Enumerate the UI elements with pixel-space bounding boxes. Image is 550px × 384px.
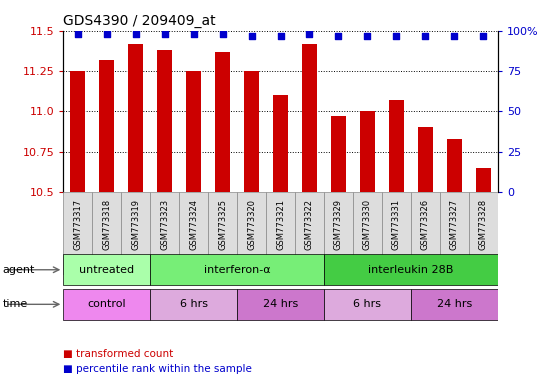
Bar bbox=[389, 100, 404, 192]
Text: GSM773324: GSM773324 bbox=[189, 199, 198, 250]
Bar bbox=[208, 192, 237, 275]
Bar bbox=[215, 52, 230, 192]
Text: GSM773330: GSM773330 bbox=[363, 199, 372, 250]
Bar bbox=[157, 50, 172, 192]
Text: GSM773325: GSM773325 bbox=[218, 199, 227, 250]
Bar bbox=[70, 71, 85, 192]
Text: time: time bbox=[3, 299, 28, 310]
Text: 6 hrs: 6 hrs bbox=[354, 299, 381, 310]
Bar bbox=[324, 254, 498, 285]
Text: 6 hrs: 6 hrs bbox=[180, 299, 207, 310]
Point bbox=[305, 31, 314, 37]
Text: GSM773323: GSM773323 bbox=[160, 199, 169, 250]
Bar bbox=[353, 192, 382, 275]
Bar bbox=[63, 289, 150, 320]
Text: GSM773317: GSM773317 bbox=[73, 199, 82, 250]
Text: GSM773322: GSM773322 bbox=[305, 199, 314, 250]
Bar bbox=[273, 95, 288, 192]
Point bbox=[392, 33, 401, 39]
Text: ■ transformed count: ■ transformed count bbox=[63, 349, 173, 359]
Text: GSM773327: GSM773327 bbox=[450, 199, 459, 250]
Bar bbox=[100, 60, 114, 192]
Point bbox=[189, 31, 198, 37]
Bar bbox=[382, 192, 411, 275]
Text: GSM773328: GSM773328 bbox=[478, 199, 488, 250]
Bar bbox=[476, 168, 491, 192]
Bar bbox=[179, 192, 208, 275]
Point bbox=[421, 33, 430, 39]
Bar bbox=[302, 44, 317, 192]
Bar bbox=[295, 192, 324, 275]
Bar bbox=[150, 192, 179, 275]
Text: GSM773321: GSM773321 bbox=[276, 199, 285, 250]
Text: interferon-α: interferon-α bbox=[204, 265, 271, 275]
Text: ■ percentile rank within the sample: ■ percentile rank within the sample bbox=[63, 364, 252, 374]
Bar bbox=[244, 71, 259, 192]
Bar bbox=[469, 192, 498, 275]
Text: 24 hrs: 24 hrs bbox=[437, 299, 472, 310]
Text: 24 hrs: 24 hrs bbox=[263, 299, 298, 310]
Text: GSM773329: GSM773329 bbox=[334, 199, 343, 250]
Bar bbox=[266, 192, 295, 275]
Bar bbox=[411, 289, 498, 320]
Bar bbox=[331, 116, 346, 192]
Bar bbox=[418, 127, 432, 192]
Bar bbox=[150, 254, 324, 285]
Point bbox=[479, 33, 488, 39]
Bar bbox=[324, 289, 411, 320]
Text: GSM773319: GSM773319 bbox=[131, 199, 140, 250]
Bar bbox=[360, 111, 375, 192]
Bar bbox=[324, 192, 353, 275]
Bar bbox=[440, 192, 469, 275]
Text: GSM773318: GSM773318 bbox=[102, 199, 111, 250]
Bar bbox=[237, 289, 324, 320]
Point bbox=[363, 33, 372, 39]
Text: control: control bbox=[87, 299, 126, 310]
Text: interleukin 28B: interleukin 28B bbox=[368, 265, 454, 275]
Bar bbox=[129, 44, 143, 192]
Point bbox=[131, 31, 140, 37]
Text: GDS4390 / 209409_at: GDS4390 / 209409_at bbox=[63, 14, 216, 28]
Point bbox=[160, 31, 169, 37]
Point bbox=[102, 31, 111, 37]
Bar bbox=[121, 192, 150, 275]
Bar bbox=[63, 254, 150, 285]
Bar bbox=[411, 192, 440, 275]
Point bbox=[218, 31, 227, 37]
Text: GSM773326: GSM773326 bbox=[421, 199, 430, 250]
Bar bbox=[150, 289, 237, 320]
Bar bbox=[92, 192, 121, 275]
Point bbox=[450, 33, 459, 39]
Text: GSM773331: GSM773331 bbox=[392, 199, 401, 250]
Point bbox=[247, 33, 256, 39]
Point bbox=[73, 31, 82, 37]
Bar bbox=[186, 71, 201, 192]
Point bbox=[334, 33, 343, 39]
Bar bbox=[237, 192, 266, 275]
Text: GSM773320: GSM773320 bbox=[247, 199, 256, 250]
Bar bbox=[63, 192, 92, 275]
Point bbox=[276, 33, 285, 39]
Text: agent: agent bbox=[3, 265, 35, 275]
Bar bbox=[447, 139, 461, 192]
Text: untreated: untreated bbox=[79, 265, 134, 275]
